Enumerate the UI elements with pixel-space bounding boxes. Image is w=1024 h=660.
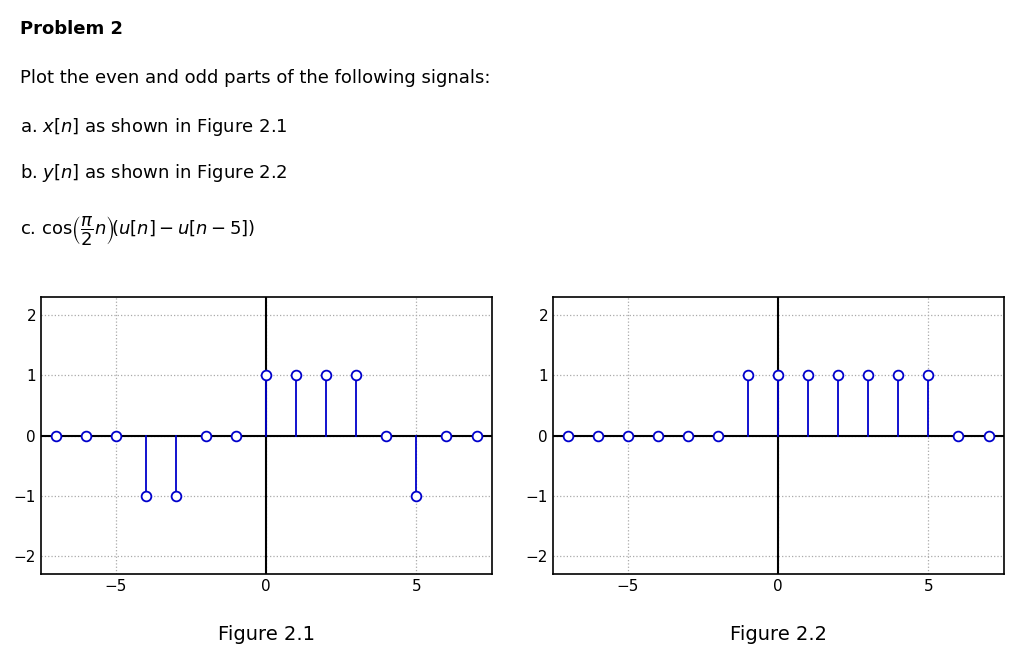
Text: b. $y[n]$ as shown in Figure 2.2: b. $y[n]$ as shown in Figure 2.2 [20, 162, 288, 183]
Text: c. $\cos\!\left(\dfrac{\pi}{2}n\right)\!\left(u[n]-u[n-5]\right)$: c. $\cos\!\left(\dfrac{\pi}{2}n\right)\!… [20, 214, 256, 248]
Text: Figure 2.2: Figure 2.2 [730, 625, 826, 644]
Text: a. $x[n]$ as shown in Figure 2.1: a. $x[n]$ as shown in Figure 2.1 [20, 115, 288, 137]
Text: Figure 2.1: Figure 2.1 [218, 625, 314, 644]
Text: Problem 2: Problem 2 [20, 20, 124, 38]
Text: Plot the even and odd parts of the following signals:: Plot the even and odd parts of the follo… [20, 69, 490, 87]
